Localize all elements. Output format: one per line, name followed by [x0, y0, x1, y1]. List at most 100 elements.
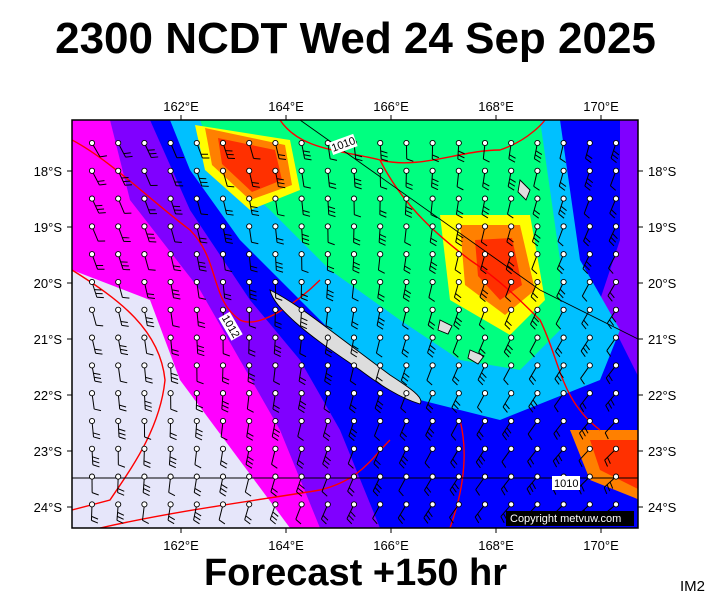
wind-barb-feather — [501, 461, 507, 468]
wind-barb-feather — [245, 515, 252, 521]
wind-barb-feather — [457, 233, 464, 239]
wind-barb-feather — [222, 376, 230, 381]
wind-barb-feather — [454, 400, 461, 406]
wind-barb-station — [115, 417, 122, 425]
wind-barb-feather — [508, 261, 515, 267]
wind-barb-feather — [147, 325, 155, 328]
wind-barb-feather — [273, 404, 280, 409]
wind-barb-feather — [196, 408, 203, 413]
wind-barb-feather — [170, 432, 177, 437]
wind-barb-feather — [350, 404, 357, 410]
wind-barb-feather — [508, 182, 516, 187]
wind-barb-feather — [251, 209, 259, 213]
wind-barb-station — [219, 445, 227, 452]
wind-barb-feather — [533, 209, 541, 215]
wind-barb-station — [272, 223, 279, 230]
wind-barb-station — [219, 167, 227, 174]
wind-barb-feather — [480, 293, 487, 299]
wind-barb-feather — [271, 487, 278, 493]
wind-barb-feather — [401, 380, 408, 386]
wind-barb-feather — [301, 269, 309, 274]
wind-barb-station — [586, 334, 593, 341]
lat-label-left: 22°S — [34, 388, 63, 403]
wind-barb-station — [272, 417, 279, 425]
wind-barb-feather — [399, 435, 406, 441]
wind-barb-station — [115, 390, 122, 397]
wind-barb-station — [350, 167, 358, 174]
wind-barb-station — [88, 417, 96, 425]
wind-barb-feather — [456, 186, 464, 191]
wind-barb-station — [324, 278, 331, 286]
wind-barb-feather — [149, 152, 157, 155]
wind-band-violent-1 — [218, 138, 282, 192]
wind-barb-feather — [380, 150, 388, 154]
wind-barb-station — [298, 501, 305, 508]
wind-barb-feather — [401, 431, 407, 438]
wind-barb-station — [403, 501, 410, 508]
wind-barb-feather — [117, 488, 125, 492]
wind-barb-station — [246, 417, 253, 425]
wind-barb-feather — [276, 237, 284, 241]
wind-barb-feather — [275, 261, 283, 265]
wind-barb-station — [298, 362, 305, 369]
wind-barb-feather — [609, 292, 615, 299]
wind-barb-feather — [528, 378, 535, 385]
wind-barb-station — [560, 445, 567, 452]
wind-barb-feather — [120, 352, 129, 356]
wind-barb-feather — [405, 206, 413, 210]
wind-barb-station — [193, 139, 200, 147]
wind-barb-feather — [245, 464, 253, 469]
wind-barb-feather — [481, 241, 488, 247]
wind-barb-station — [193, 223, 200, 230]
wind-barb-feather — [405, 186, 413, 190]
wind-barb-feather — [167, 519, 175, 525]
wind-barb-station — [534, 306, 541, 313]
wind-barb-station — [141, 167, 148, 174]
wind-barb-feather — [529, 458, 535, 465]
wind-barb-feather — [428, 427, 435, 434]
wind-barb-station — [586, 362, 593, 369]
wind-barb-station — [219, 139, 227, 147]
wind-barb-station — [167, 362, 174, 369]
wind-barb-feather — [585, 181, 592, 187]
wind-barb-feather — [92, 460, 100, 464]
wind-barb-station — [508, 445, 515, 452]
wind-barb-station — [141, 223, 148, 230]
wind-barb-station — [377, 278, 384, 286]
wind-barb-feather — [509, 178, 516, 183]
wind-barb-station — [246, 139, 253, 147]
wind-barb-feather — [194, 515, 201, 521]
wind-barb-feather — [198, 297, 206, 300]
wind-barb-feather — [379, 210, 387, 214]
wind-barb-feather — [427, 403, 434, 410]
wind-barb-feather — [557, 454, 563, 462]
wind-barb-feather — [121, 324, 129, 327]
wind-barb-feather — [297, 459, 305, 465]
wind-barb-feather — [500, 488, 506, 496]
wind-barb-feather — [612, 233, 618, 240]
wind-barb-station — [508, 473, 515, 480]
wind-barb-feather — [403, 297, 410, 302]
wind-barb-feather — [583, 240, 589, 247]
wind-barb-station — [324, 362, 331, 369]
wind-barb-feather — [532, 292, 539, 299]
wind-barb-feather — [555, 430, 561, 437]
wind-barb-station — [298, 306, 305, 313]
wind-barb-feather — [251, 241, 259, 245]
wind-barb-feather — [481, 265, 488, 271]
wind-barb-feather — [429, 269, 436, 275]
wind-barb-feather — [579, 405, 585, 413]
wind-barb-feather — [245, 491, 252, 497]
wind-barb-feather — [123, 152, 131, 155]
wind-barb-feather — [534, 233, 541, 239]
wind-barb-feather — [609, 212, 616, 219]
wind-barb-feather — [300, 297, 308, 302]
wind-barb-station — [403, 334, 410, 341]
wind-barb-feather — [506, 320, 512, 327]
wind-barb-station — [193, 334, 200, 341]
wind-barb-feather — [171, 376, 179, 380]
wind-barb-station — [429, 390, 436, 397]
wind-barb-feather — [272, 432, 280, 437]
wind-barb-feather — [558, 292, 564, 299]
wind-barb-feather — [403, 293, 411, 298]
